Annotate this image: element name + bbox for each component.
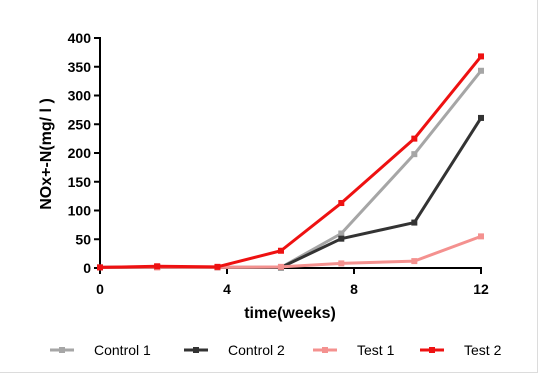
data-point — [338, 200, 345, 207]
legend-label: Test 1 — [357, 342, 395, 358]
data-point — [338, 260, 345, 267]
y-tick-label: 0 — [83, 260, 91, 276]
axes — [99, 37, 482, 269]
series-line — [99, 69, 483, 269]
legend-swatch-marker — [193, 347, 199, 353]
series-control-1 — [97, 67, 484, 271]
series-layer — [97, 53, 484, 271]
legend: Control 1 Control 2 Test 1 Test 2 — [50, 342, 502, 358]
legend-label: Control 2 — [228, 342, 285, 358]
y-tick-label: 250 — [68, 116, 92, 132]
data-point — [338, 230, 345, 237]
data-point — [411, 135, 418, 142]
x-tick-label: 0 — [96, 281, 104, 297]
x-axis-label: time(weeks) — [244, 305, 336, 322]
legend-swatch-marker — [322, 347, 328, 353]
series-line — [99, 55, 483, 269]
y-tick-label: 400 — [68, 30, 92, 46]
legend-item: Test 1 — [313, 342, 395, 358]
data-point — [277, 247, 284, 254]
legend-item: Test 2 — [420, 342, 502, 358]
y-tick-label: 300 — [68, 88, 92, 104]
data-point — [478, 233, 484, 240]
legend-swatch-marker — [59, 347, 65, 353]
legend-item: Control 2 — [184, 342, 285, 358]
y-tick-label: 350 — [68, 59, 92, 75]
data-point — [411, 151, 418, 158]
y-tick-label: 50 — [75, 231, 91, 247]
legend-swatch-marker — [429, 347, 435, 353]
data-point — [478, 67, 484, 74]
data-point — [411, 219, 418, 226]
x-tick-label: 4 — [223, 281, 231, 297]
data-point — [478, 53, 484, 60]
data-point — [277, 263, 284, 270]
x-tick-label: 12 — [473, 281, 489, 297]
data-point — [214, 263, 221, 270]
data-point — [411, 258, 418, 265]
y-axis-ticks: 0 50 100 150 200 250 300 350 400 — [68, 30, 100, 276]
y-tick-label: 100 — [68, 203, 92, 219]
legend-item: Control 1 — [50, 342, 151, 358]
y-tick-label: 200 — [68, 145, 92, 161]
y-tick-label: 150 — [68, 174, 92, 190]
data-point — [154, 263, 161, 270]
data-point — [97, 264, 103, 271]
legend-label: Control 1 — [94, 342, 151, 358]
series-test-2 — [97, 53, 484, 271]
data-point — [338, 235, 345, 242]
y-axis-label: NOx+-N(mg/ l ) — [38, 98, 55, 210]
data-point — [478, 114, 484, 121]
x-tick-label: 8 — [350, 281, 358, 297]
legend-label: Test 2 — [464, 342, 502, 358]
x-axis-ticks: 0 4 8 12 — [96, 268, 489, 297]
